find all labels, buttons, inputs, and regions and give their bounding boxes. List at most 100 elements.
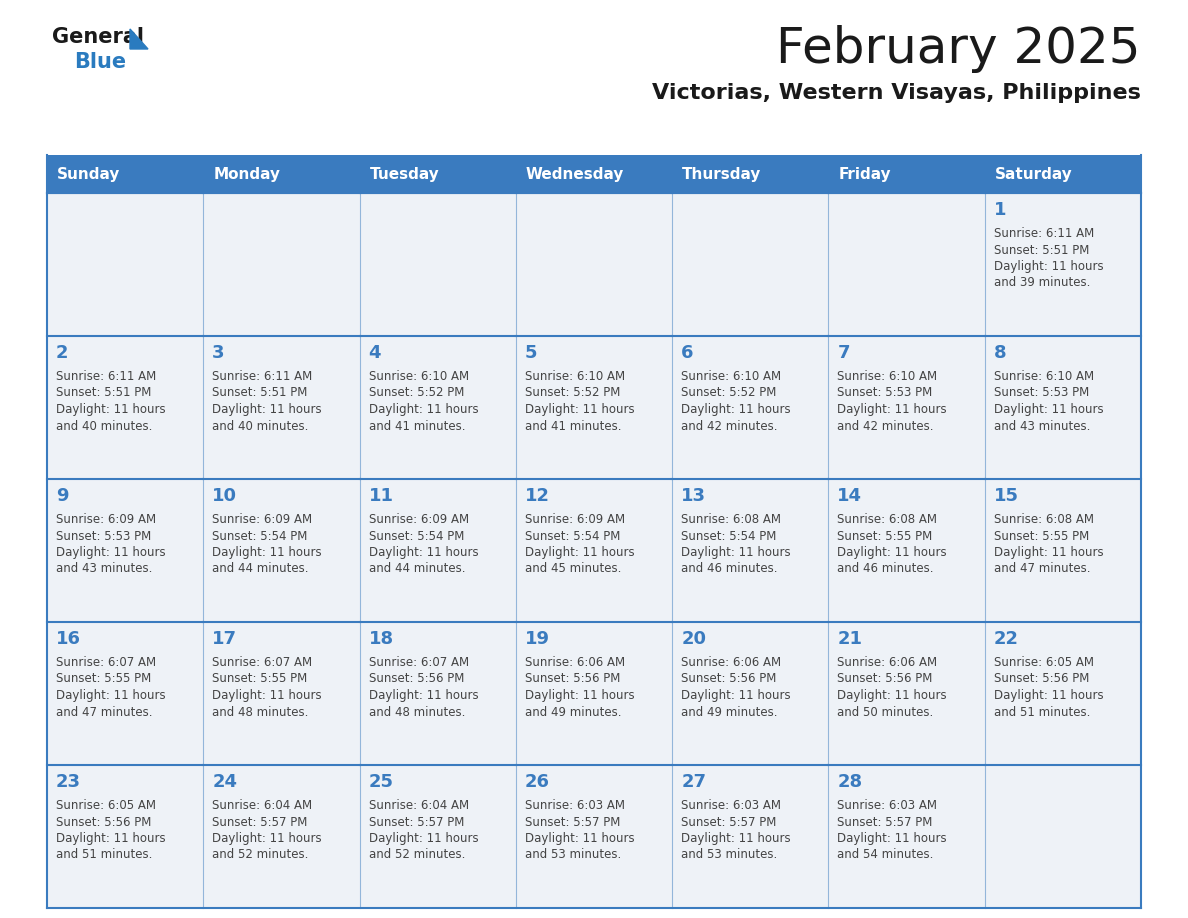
Text: 24: 24: [213, 773, 238, 791]
Text: and 47 minutes.: and 47 minutes.: [56, 706, 152, 719]
Text: 25: 25: [368, 773, 393, 791]
Bar: [360, 765, 516, 908]
Text: Sunset: 5:54 PM: Sunset: 5:54 PM: [681, 530, 777, 543]
Text: Sunrise: 6:06 AM: Sunrise: 6:06 AM: [838, 656, 937, 669]
Bar: [48, 336, 203, 479]
Text: and 41 minutes.: and 41 minutes.: [368, 420, 465, 432]
Text: 20: 20: [681, 630, 706, 648]
Text: Daylight: 11 hours: Daylight: 11 hours: [56, 403, 165, 416]
Text: 6: 6: [681, 344, 694, 362]
Text: Sunrise: 6:06 AM: Sunrise: 6:06 AM: [681, 656, 782, 669]
Text: Daylight: 11 hours: Daylight: 11 hours: [525, 403, 634, 416]
Bar: [203, 336, 360, 479]
Text: and 40 minutes.: and 40 minutes.: [213, 420, 309, 432]
Text: and 52 minutes.: and 52 minutes.: [368, 848, 465, 861]
Text: and 48 minutes.: and 48 minutes.: [213, 706, 309, 719]
Text: 1: 1: [993, 201, 1006, 219]
Text: Sunset: 5:54 PM: Sunset: 5:54 PM: [213, 530, 308, 543]
Text: February 2025: February 2025: [777, 25, 1140, 73]
Text: Sunrise: 6:11 AM: Sunrise: 6:11 AM: [993, 227, 1094, 240]
Text: Sunset: 5:57 PM: Sunset: 5:57 PM: [213, 815, 308, 829]
Text: and 48 minutes.: and 48 minutes.: [368, 706, 465, 719]
Text: Sunset: 5:52 PM: Sunset: 5:52 PM: [525, 386, 620, 399]
Text: Sunrise: 6:08 AM: Sunrise: 6:08 AM: [681, 513, 782, 526]
Text: Sunrise: 6:11 AM: Sunrise: 6:11 AM: [213, 370, 312, 383]
Text: and 46 minutes.: and 46 minutes.: [681, 563, 778, 576]
Text: Daylight: 11 hours: Daylight: 11 hours: [838, 832, 947, 845]
Bar: [828, 193, 985, 336]
Text: Sunset: 5:57 PM: Sunset: 5:57 PM: [838, 815, 933, 829]
Text: Daylight: 11 hours: Daylight: 11 hours: [213, 832, 322, 845]
Text: and 49 minutes.: and 49 minutes.: [681, 706, 778, 719]
Text: Sunset: 5:51 PM: Sunset: 5:51 PM: [56, 386, 151, 399]
Text: Sunrise: 6:06 AM: Sunrise: 6:06 AM: [525, 656, 625, 669]
Text: Daylight: 11 hours: Daylight: 11 hours: [681, 689, 791, 702]
Bar: [672, 193, 828, 336]
Text: Daylight: 11 hours: Daylight: 11 hours: [213, 403, 322, 416]
Text: and 45 minutes.: and 45 minutes.: [525, 563, 621, 576]
Text: Sunset: 5:54 PM: Sunset: 5:54 PM: [368, 530, 465, 543]
Bar: [48, 622, 203, 765]
Bar: [985, 336, 1140, 479]
Text: 15: 15: [993, 487, 1019, 505]
Text: Sunset: 5:56 PM: Sunset: 5:56 PM: [681, 673, 777, 686]
Text: Sunday: Sunday: [57, 166, 120, 182]
Text: Wednesday: Wednesday: [526, 166, 624, 182]
Text: and 44 minutes.: and 44 minutes.: [213, 563, 309, 576]
Bar: [48, 479, 203, 622]
Text: Sunset: 5:56 PM: Sunset: 5:56 PM: [368, 673, 465, 686]
Text: 10: 10: [213, 487, 238, 505]
Bar: [516, 155, 672, 193]
Text: Sunset: 5:56 PM: Sunset: 5:56 PM: [993, 673, 1089, 686]
Text: 8: 8: [993, 344, 1006, 362]
Text: Daylight: 11 hours: Daylight: 11 hours: [525, 689, 634, 702]
Text: Sunset: 5:56 PM: Sunset: 5:56 PM: [525, 673, 620, 686]
Text: Sunset: 5:52 PM: Sunset: 5:52 PM: [681, 386, 777, 399]
Text: Sunset: 5:57 PM: Sunset: 5:57 PM: [525, 815, 620, 829]
Text: Sunset: 5:51 PM: Sunset: 5:51 PM: [993, 243, 1089, 256]
Text: and 43 minutes.: and 43 minutes.: [56, 563, 152, 576]
Text: 18: 18: [368, 630, 393, 648]
Bar: [985, 765, 1140, 908]
Text: Sunrise: 6:05 AM: Sunrise: 6:05 AM: [56, 799, 156, 812]
Polygon shape: [129, 29, 148, 49]
Text: Daylight: 11 hours: Daylight: 11 hours: [993, 403, 1104, 416]
Text: Daylight: 11 hours: Daylight: 11 hours: [56, 689, 165, 702]
Text: 2: 2: [56, 344, 69, 362]
Text: Sunset: 5:56 PM: Sunset: 5:56 PM: [56, 815, 151, 829]
Bar: [48, 765, 203, 908]
Text: 17: 17: [213, 630, 238, 648]
Bar: [985, 193, 1140, 336]
Text: 19: 19: [525, 630, 550, 648]
Text: and 54 minutes.: and 54 minutes.: [838, 848, 934, 861]
Text: Sunset: 5:57 PM: Sunset: 5:57 PM: [681, 815, 777, 829]
Bar: [203, 765, 360, 908]
Bar: [516, 765, 672, 908]
Bar: [828, 622, 985, 765]
Text: and 53 minutes.: and 53 minutes.: [681, 848, 777, 861]
Text: Daylight: 11 hours: Daylight: 11 hours: [525, 546, 634, 559]
Text: Daylight: 11 hours: Daylight: 11 hours: [56, 832, 165, 845]
Text: 9: 9: [56, 487, 69, 505]
Bar: [516, 193, 672, 336]
Text: Sunset: 5:55 PM: Sunset: 5:55 PM: [56, 673, 151, 686]
Text: Sunset: 5:52 PM: Sunset: 5:52 PM: [368, 386, 465, 399]
Text: Sunset: 5:53 PM: Sunset: 5:53 PM: [56, 530, 151, 543]
Text: and 43 minutes.: and 43 minutes.: [993, 420, 1091, 432]
Text: 23: 23: [56, 773, 81, 791]
Bar: [203, 155, 360, 193]
Bar: [672, 622, 828, 765]
Text: Saturday: Saturday: [994, 166, 1073, 182]
Text: and 51 minutes.: and 51 minutes.: [56, 848, 152, 861]
Text: and 51 minutes.: and 51 minutes.: [993, 706, 1091, 719]
Text: Friday: Friday: [839, 166, 891, 182]
Bar: [516, 336, 672, 479]
Text: 3: 3: [213, 344, 225, 362]
Text: Sunrise: 6:07 AM: Sunrise: 6:07 AM: [213, 656, 312, 669]
Text: Sunrise: 6:11 AM: Sunrise: 6:11 AM: [56, 370, 157, 383]
Text: 5: 5: [525, 344, 537, 362]
Text: General: General: [52, 27, 144, 47]
Text: and 47 minutes.: and 47 minutes.: [993, 563, 1091, 576]
Text: Sunrise: 6:09 AM: Sunrise: 6:09 AM: [56, 513, 156, 526]
Bar: [48, 193, 203, 336]
